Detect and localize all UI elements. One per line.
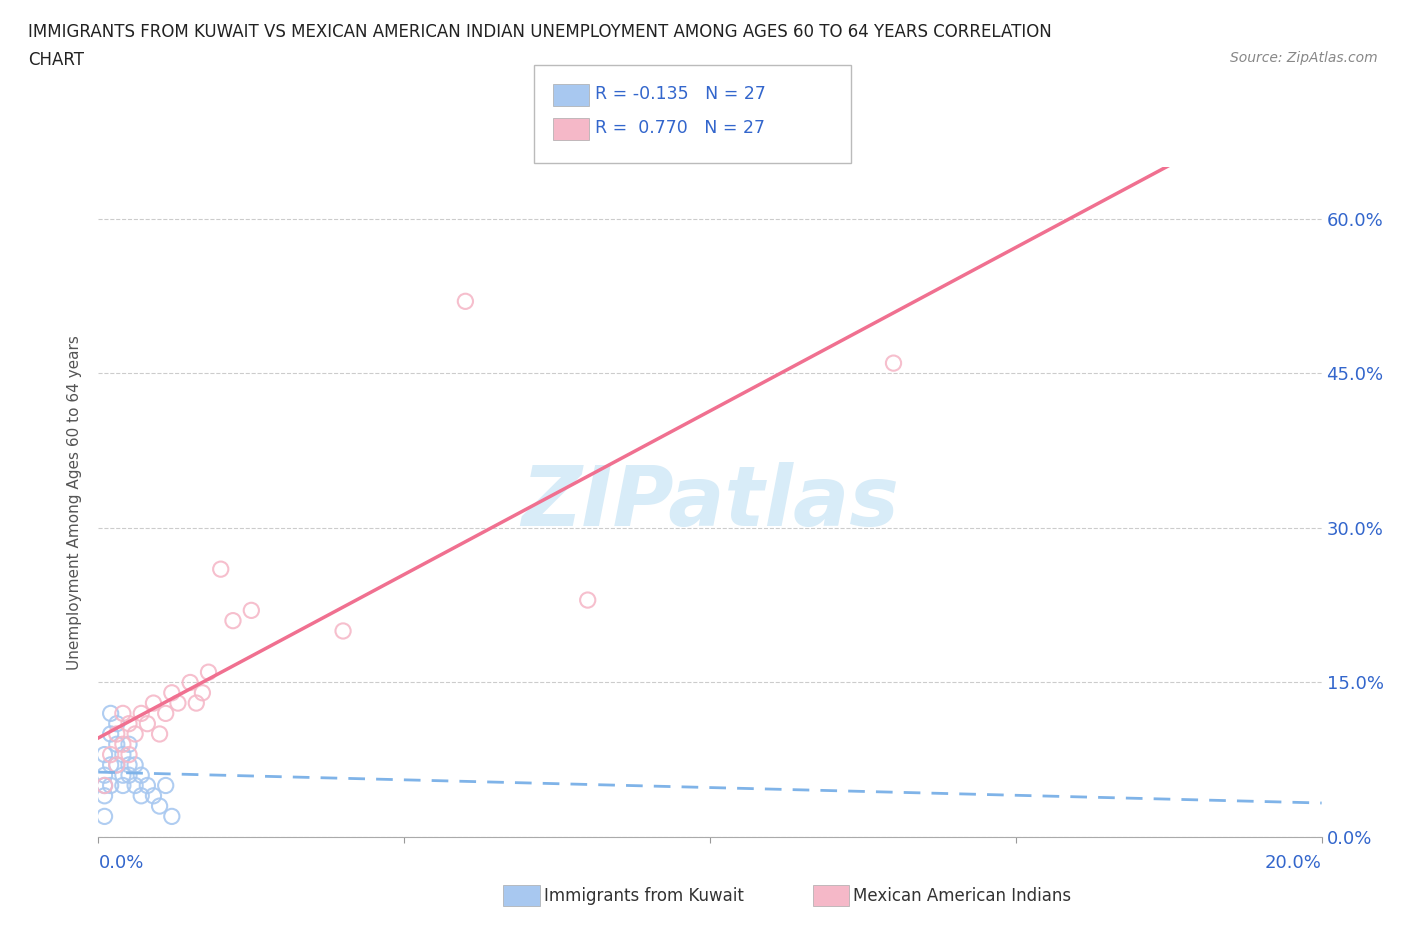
Point: [129, 789, 152, 804]
Text: Mexican American Indians: Mexican American Indians: [853, 886, 1071, 905]
Text: 20.0%: 20.0%: [1265, 854, 1322, 871]
Point: [124, 726, 146, 741]
Point: [124, 778, 146, 793]
Point: [186, 696, 208, 711]
Point: [576, 592, 599, 607]
Point: [129, 706, 152, 721]
Point: [142, 789, 165, 804]
Text: ZIPatlas: ZIPatlas: [522, 461, 898, 543]
Point: [100, 778, 122, 793]
Point: [883, 355, 905, 370]
Point: [160, 809, 183, 824]
Text: R = -0.135   N = 27: R = -0.135 N = 27: [595, 85, 766, 103]
Point: [93, 778, 115, 793]
Point: [105, 757, 128, 772]
Point: [155, 706, 177, 721]
Text: CHART: CHART: [28, 51, 84, 69]
Point: [111, 706, 134, 721]
Point: [179, 675, 201, 690]
Text: R =  0.770   N = 27: R = 0.770 N = 27: [595, 119, 765, 138]
Point: [118, 747, 141, 762]
Point: [100, 757, 122, 772]
Point: [118, 716, 141, 731]
Point: [105, 726, 128, 741]
Point: [111, 768, 134, 783]
Point: [100, 726, 122, 741]
Point: [105, 716, 128, 731]
Point: [160, 685, 183, 700]
Point: [100, 747, 122, 762]
Text: Source: ZipAtlas.com: Source: ZipAtlas.com: [1230, 51, 1378, 65]
Point: [111, 747, 134, 762]
Point: [197, 665, 219, 680]
Text: Immigrants from Kuwait: Immigrants from Kuwait: [544, 886, 744, 905]
Point: [111, 778, 134, 793]
Point: [93, 747, 115, 762]
Point: [93, 768, 115, 783]
Point: [118, 757, 141, 772]
Point: [142, 696, 165, 711]
Point: [118, 737, 141, 751]
Point: [332, 623, 354, 638]
Text: IMMIGRANTS FROM KUWAIT VS MEXICAN AMERICAN INDIAN UNEMPLOYMENT AMONG AGES 60 TO : IMMIGRANTS FROM KUWAIT VS MEXICAN AMERIC…: [28, 23, 1052, 41]
Point: [136, 778, 159, 793]
Text: 0.0%: 0.0%: [98, 854, 143, 871]
Point: [454, 294, 477, 309]
Point: [93, 809, 115, 824]
Point: [93, 778, 115, 793]
Point: [149, 799, 172, 814]
Point: [167, 696, 190, 711]
Point: [136, 716, 159, 731]
Point: [222, 613, 245, 628]
Point: [105, 757, 128, 772]
Point: [124, 757, 146, 772]
Point: [149, 726, 172, 741]
Y-axis label: Unemployment Among Ages 60 to 64 years: Unemployment Among Ages 60 to 64 years: [67, 335, 83, 670]
Point: [118, 768, 141, 783]
Point: [105, 737, 128, 751]
Point: [93, 789, 115, 804]
Point: [111, 737, 134, 751]
Point: [191, 685, 214, 700]
Point: [209, 562, 232, 577]
Point: [240, 603, 263, 618]
Point: [129, 768, 152, 783]
Point: [100, 706, 122, 721]
Point: [155, 778, 177, 793]
